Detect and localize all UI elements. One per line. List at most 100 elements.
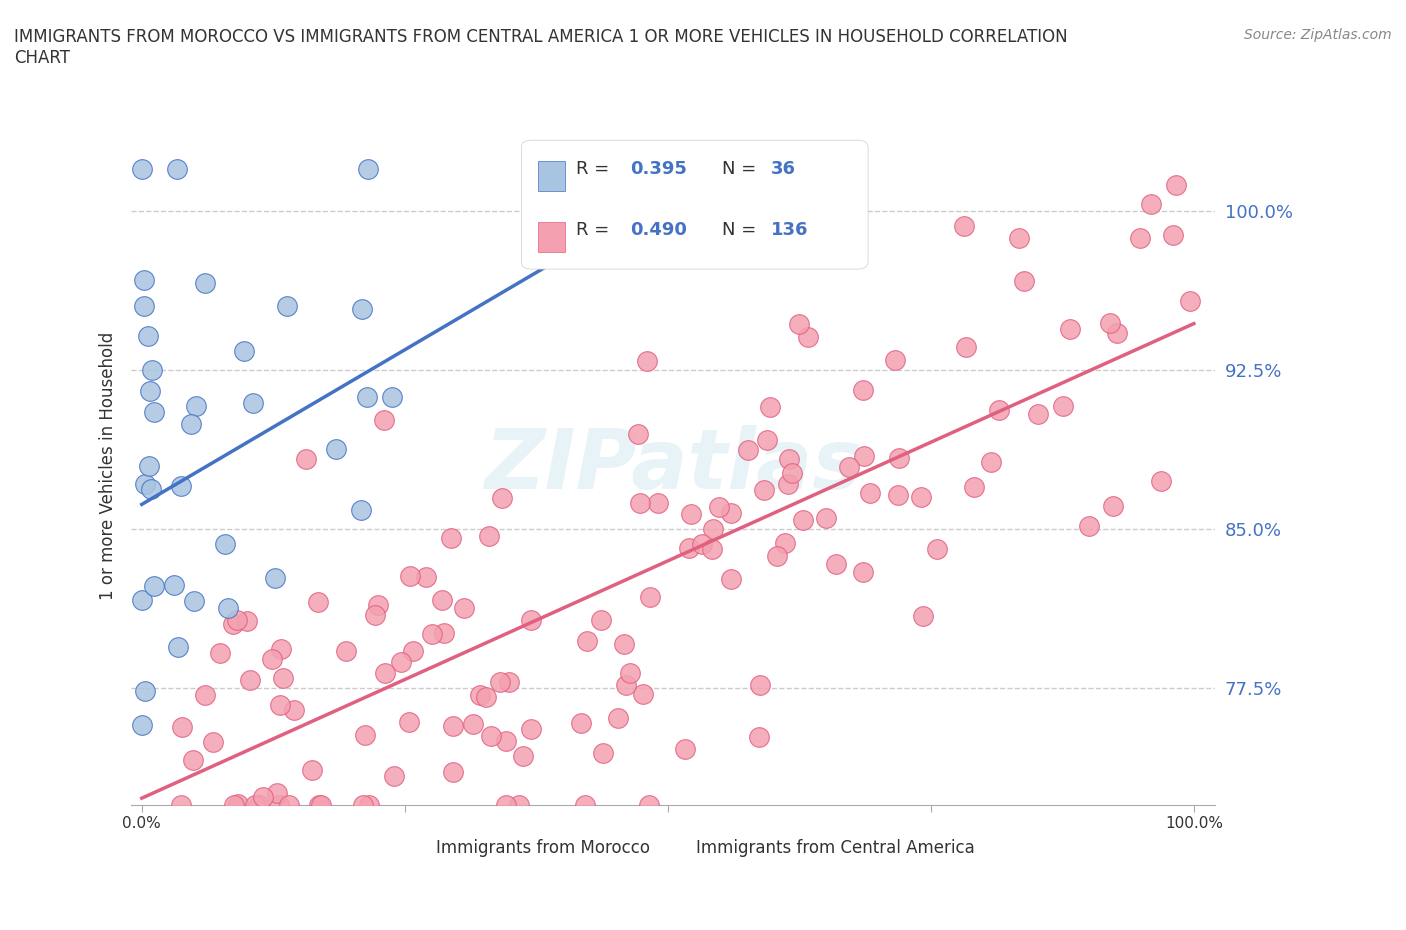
Point [461,717,484,732]
Text: 0.395: 0.395 [630,160,686,178]
Point [479,729,502,744]
Point [633,686,655,701]
Point [364,608,387,623]
Point [852,565,875,579]
Point [1078,518,1101,533]
Point [266,786,288,801]
Point [478,528,501,543]
Point [748,730,770,745]
Text: Immigrants from Morocco: Immigrants from Morocco [436,839,650,857]
Point [283,703,305,718]
Text: 100.0%: 100.0% [1164,816,1223,830]
Point [709,499,731,514]
Point [399,568,422,583]
Point [224,798,246,813]
Point [512,749,534,764]
Point [389,655,412,670]
Point [627,427,650,442]
Point [131,162,153,177]
Point [619,666,641,681]
Point [226,613,249,628]
Point [352,798,374,813]
Point [415,570,437,585]
Text: N =: N = [721,160,762,178]
Point [226,797,249,812]
Point [1102,498,1125,513]
Point [132,272,155,287]
Point [398,714,420,729]
Point [475,689,498,704]
Point [576,633,599,648]
Point [214,537,236,551]
Point [792,512,814,527]
Point [374,665,396,680]
Point [520,722,543,737]
Point [927,542,949,557]
Point [183,593,205,608]
Point [987,403,1010,418]
Point [574,798,596,813]
Text: Source: ZipAtlas.com: Source: ZipAtlas.com [1244,28,1392,42]
Point [150,890,173,905]
Point [628,496,651,511]
Point [754,483,776,498]
Point [1098,315,1121,330]
Point [309,798,332,813]
Point [139,482,162,497]
Point [357,162,380,177]
Point [262,652,284,667]
Point [647,496,669,511]
Point [700,541,723,556]
Point [194,276,217,291]
Point [678,541,700,556]
Point [353,727,375,742]
Point [679,506,702,521]
Point [170,720,193,735]
Text: R =: R = [575,221,614,239]
Point [170,478,193,493]
Point [592,746,614,761]
Point [778,452,800,467]
Point [765,549,787,564]
Point [217,601,239,616]
Point [720,506,742,521]
Point [252,790,274,804]
Text: 0.0%: 0.0% [122,816,162,830]
Point [357,798,380,813]
Point [589,613,612,628]
Point [170,798,193,813]
Point [638,590,661,604]
Point [243,798,266,813]
Text: IMMIGRANTS FROM MOROCCO VS IMMIGRANTS FROM CENTRAL AMERICA 1 OR MORE VEHICLES IN: IMMIGRANTS FROM MOROCCO VS IMMIGRANTS FR… [14,28,1067,67]
Point [162,578,184,592]
Point [202,735,225,750]
Point [134,684,156,698]
Point [690,537,713,551]
Point [614,678,637,693]
Point [242,395,264,410]
Point [1008,231,1031,246]
Point [489,674,512,689]
Point [278,798,301,813]
Point [825,556,848,571]
Point [1052,399,1074,414]
Bar [423,839,451,863]
Point [356,390,378,405]
Text: 36: 36 [770,160,796,178]
Point [889,450,911,465]
Point [737,443,759,458]
Point [194,687,217,702]
Point [247,798,270,813]
Text: Immigrants from Central America: Immigrants from Central America [696,839,974,857]
Y-axis label: 1 or more Vehicles in Household: 1 or more Vehicles in Household [100,332,117,600]
Point [131,592,153,607]
Point [910,489,932,504]
Point [420,627,443,642]
Text: R =: R = [575,160,614,178]
Point [838,459,860,474]
Point [373,413,395,428]
Point [276,299,298,313]
Point [441,764,464,779]
Point [638,798,661,813]
Point [720,571,742,586]
